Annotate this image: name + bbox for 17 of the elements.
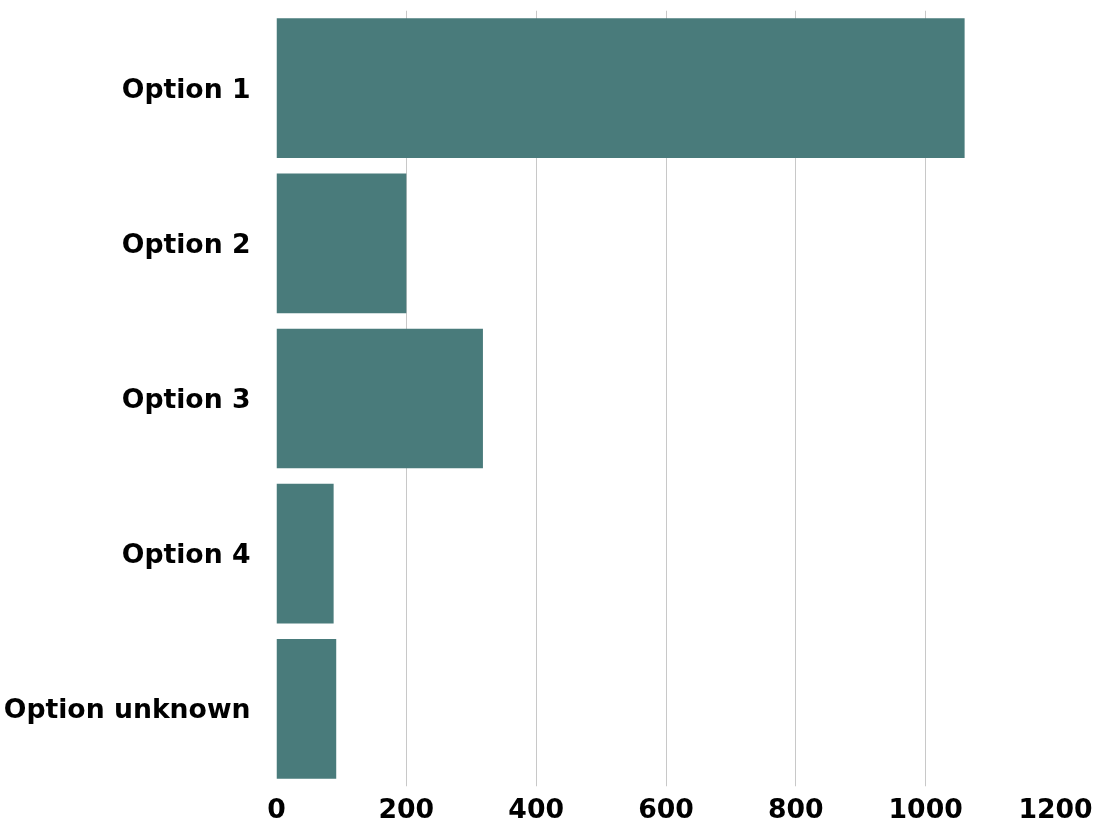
x-tick-label: 1000: [888, 792, 963, 824]
bar: [276, 483, 334, 624]
bar: [276, 639, 337, 779]
y-tick-label: Option 1: [121, 72, 251, 104]
y-tick-label: Option 4: [121, 538, 251, 570]
y-tick-label: Option 2: [121, 227, 251, 259]
x-tick-label: 800: [768, 792, 824, 824]
y-tick-label: Option unknown: [3, 693, 251, 725]
y-tick-label: Option 3: [121, 383, 251, 414]
x-tick-label: 0: [267, 792, 286, 824]
bar: [276, 18, 965, 158]
x-tick-label: 1200: [1018, 792, 1093, 824]
x-tick-label: 400: [508, 792, 564, 824]
x-tick-label: 200: [378, 792, 435, 824]
x-tick-label: 600: [638, 792, 694, 824]
bar: [276, 173, 407, 314]
bar: [276, 328, 483, 469]
